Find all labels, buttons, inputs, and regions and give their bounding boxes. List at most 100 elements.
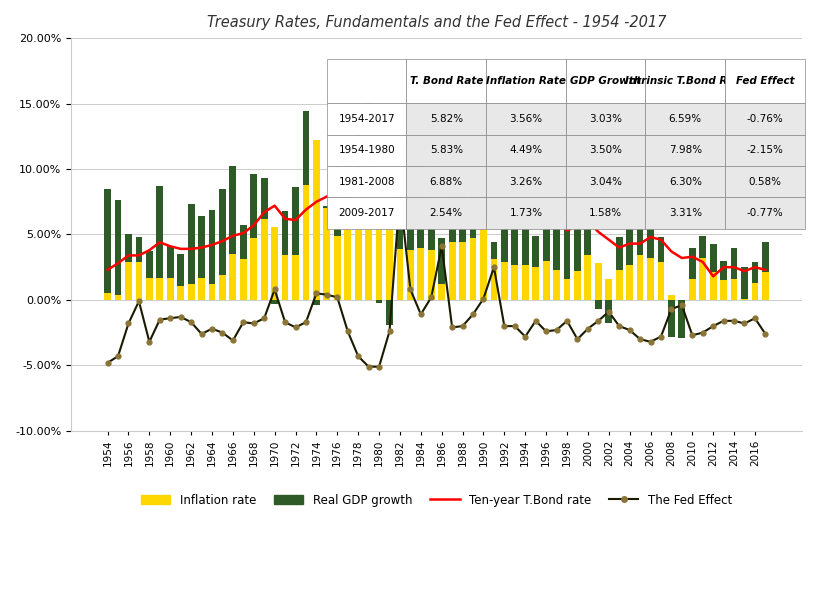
Bar	[376, 300, 382, 302]
Bar	[542, 261, 550, 300]
Bar	[396, 249, 404, 300]
Bar	[636, 255, 644, 300]
Bar	[459, 242, 466, 300]
Bar	[564, 279, 570, 300]
Bar	[490, 242, 498, 260]
Bar	[167, 247, 174, 277]
Bar	[136, 262, 142, 300]
Bar	[386, 300, 393, 325]
Bar	[230, 254, 236, 300]
Bar	[480, 197, 487, 220]
Bar	[605, 300, 612, 324]
Bar	[668, 295, 675, 300]
Bar	[177, 286, 184, 300]
Bar	[407, 138, 413, 250]
Bar	[522, 264, 529, 300]
Bar	[188, 204, 194, 284]
Bar	[658, 237, 664, 262]
Bar	[156, 277, 163, 300]
Bar	[125, 235, 132, 262]
Bar	[156, 186, 163, 277]
Bar	[313, 140, 319, 300]
Bar	[188, 284, 194, 300]
Bar	[449, 242, 456, 300]
Bar	[261, 178, 268, 219]
Bar	[271, 226, 278, 300]
Bar	[470, 238, 476, 300]
Bar	[501, 262, 507, 300]
Bar	[417, 149, 424, 248]
Bar	[271, 300, 278, 304]
Bar	[449, 191, 456, 242]
Bar	[470, 190, 476, 238]
Bar	[136, 237, 142, 262]
Bar	[219, 189, 225, 275]
Bar	[595, 300, 601, 309]
Bar	[533, 236, 539, 267]
Bar	[302, 112, 310, 185]
Bar	[730, 279, 738, 300]
Bar	[177, 254, 184, 286]
Bar	[636, 215, 644, 255]
Legend: Inflation rate, Real GDP growth, Ten-year T.Bond rate, The Fed Effect: Inflation rate, Real GDP growth, Ten-yea…	[136, 489, 737, 511]
Bar	[689, 248, 696, 279]
Bar	[511, 229, 518, 264]
Bar	[219, 275, 225, 300]
Bar	[324, 208, 330, 300]
Bar	[240, 260, 247, 300]
Bar	[114, 200, 122, 295]
Bar	[208, 284, 216, 300]
Bar	[627, 219, 633, 264]
Bar	[428, 250, 435, 300]
Bar	[647, 223, 654, 258]
Bar	[647, 258, 654, 300]
Bar	[616, 237, 623, 270]
Bar	[167, 277, 174, 300]
Bar	[752, 283, 758, 300]
Bar	[355, 113, 362, 182]
Bar	[678, 300, 685, 338]
Bar	[282, 211, 288, 255]
Bar	[533, 267, 539, 300]
Bar	[584, 255, 592, 300]
Bar	[146, 251, 153, 277]
Bar	[386, 190, 393, 300]
Bar	[741, 299, 748, 300]
Bar	[365, 81, 372, 123]
Bar	[605, 279, 612, 300]
Bar	[522, 212, 529, 264]
Bar	[240, 225, 247, 260]
Bar	[365, 123, 372, 300]
Bar	[208, 210, 216, 284]
Bar	[292, 187, 299, 255]
Bar	[710, 273, 717, 300]
Bar	[146, 277, 153, 300]
Bar	[741, 267, 748, 299]
Bar	[105, 189, 111, 293]
Bar	[553, 211, 560, 270]
Bar	[678, 300, 685, 305]
Bar	[627, 264, 633, 300]
Bar	[721, 280, 727, 300]
Bar	[564, 220, 570, 279]
Bar	[501, 220, 507, 262]
Bar	[542, 212, 550, 261]
Bar	[438, 284, 445, 300]
Bar	[334, 236, 341, 300]
Bar	[658, 262, 664, 300]
Bar	[250, 238, 257, 300]
Bar	[428, 197, 435, 250]
Bar	[355, 182, 362, 300]
Bar	[668, 300, 675, 337]
Bar	[584, 202, 592, 255]
Bar	[114, 295, 122, 300]
Bar	[313, 300, 319, 305]
Bar	[230, 166, 236, 254]
Bar	[302, 185, 310, 300]
Bar	[417, 248, 424, 300]
Bar	[376, 138, 382, 300]
Bar	[344, 211, 351, 300]
Bar	[334, 165, 341, 236]
Title: Treasury Rates, Fundamentals and the Fed Effect - 1954 -2017: Treasury Rates, Fundamentals and the Fed…	[207, 15, 666, 30]
Bar	[105, 293, 111, 300]
